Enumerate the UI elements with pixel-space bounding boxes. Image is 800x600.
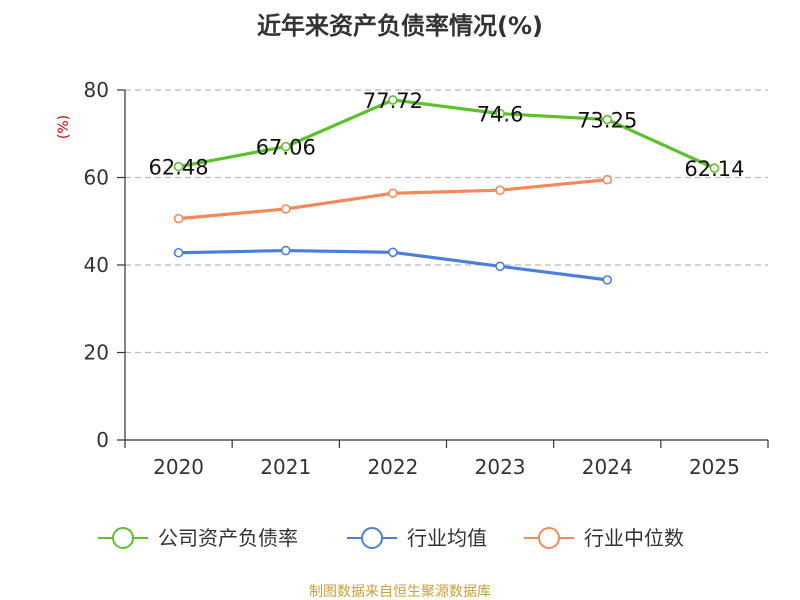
x-tick-label: 2022 <box>367 455 418 479</box>
grid-lines <box>125 89 768 354</box>
x-tick-label: 2023 <box>475 455 526 479</box>
data-point <box>709 163 720 173</box>
source-note: 制图数据来自恒生聚源数据库 <box>309 584 491 600</box>
y-tick-label: 80 <box>84 78 109 102</box>
legend-label: 行业均值 <box>407 526 487 550</box>
data-point <box>495 185 505 195</box>
x-tick-label: 2024 <box>582 455 633 479</box>
legend-marker <box>361 527 383 549</box>
legend: 公司资产负债率 行业均值 行业中位数 <box>98 526 684 550</box>
data-point <box>280 245 291 256</box>
data-point <box>495 108 505 119</box>
data-point <box>388 188 398 199</box>
data-point <box>388 247 398 258</box>
data-labels: 62.48 67.06 77.72 74.6 73.25 62.14 <box>149 89 745 181</box>
y-tick-label: 20 <box>84 341 109 365</box>
data-point <box>602 174 613 185</box>
legend-item: 行业中位数 <box>524 526 684 550</box>
legend-marker <box>538 527 560 549</box>
data-label: 62.14 <box>684 157 744 181</box>
y-tick-label: 0 <box>96 428 109 452</box>
data-point <box>602 114 613 125</box>
legend-marker <box>112 527 134 549</box>
legend-item: 公司资产负债率 <box>98 526 298 550</box>
chart-title: 近年来资产负债率情况(%) <box>257 12 543 40</box>
series-layer <box>173 95 720 285</box>
legend-item: 行业均值 <box>347 526 487 550</box>
axes: 0 20 40 60 80 2020 2021 2022 2023 2024 2025 <box>84 78 769 479</box>
data-label: 67.06 <box>256 136 316 160</box>
data-point <box>602 275 613 285</box>
data-point <box>173 161 184 172</box>
x-tick-label: 2020 <box>153 455 204 479</box>
legend-label: 公司资产负债率 <box>158 526 298 550</box>
series-line <box>178 98 716 170</box>
data-label: 62.48 <box>149 156 209 180</box>
legend-label: 行业中位数 <box>584 526 684 550</box>
data-point <box>173 247 184 258</box>
data-point <box>280 141 291 152</box>
y-tick-label: 40 <box>84 253 109 277</box>
x-tick-label: 2021 <box>260 455 311 479</box>
data-point <box>173 213 184 224</box>
data-point <box>388 95 398 105</box>
y-tick-label: 60 <box>84 166 109 190</box>
y-axis-unit-label: (%) <box>56 115 72 139</box>
series-line <box>178 178 608 221</box>
data-label: 77.72 <box>363 89 423 113</box>
data-label: 73.25 <box>577 109 637 133</box>
data-point <box>495 261 505 272</box>
data-label: 74.6 <box>477 103 524 127</box>
x-tick-label: 2025 <box>689 455 740 479</box>
data-point <box>280 204 291 214</box>
